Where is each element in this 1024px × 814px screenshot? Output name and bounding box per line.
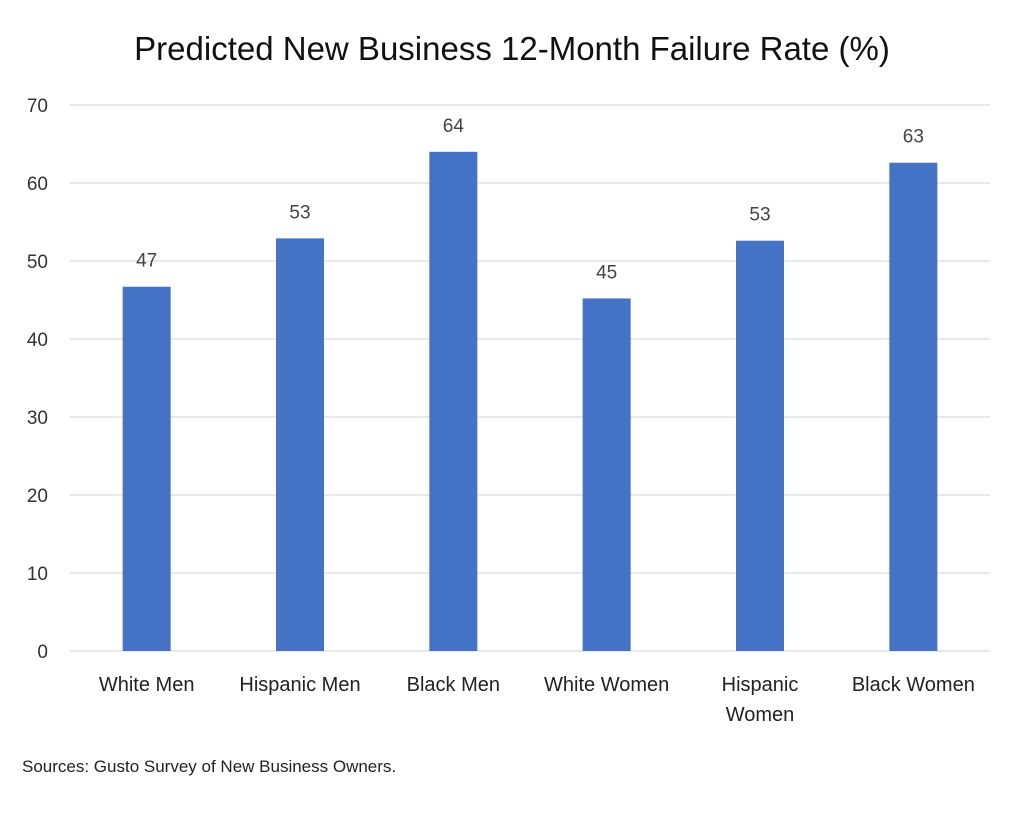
data-label: 53 bbox=[749, 205, 770, 226]
x-category-label: Black Women bbox=[852, 674, 975, 696]
y-tick-label: 20 bbox=[27, 486, 48, 507]
x-category-label-line: Hispanic Men bbox=[239, 674, 360, 696]
x-category-label: Hispanic Men bbox=[239, 674, 360, 696]
y-axis-ticks: 0 10 20 30 40 50 60 70 bbox=[27, 96, 48, 663]
y-tick-label: 60 bbox=[27, 174, 48, 195]
x-category-label: Hispanic Women bbox=[722, 674, 799, 726]
x-category-label-line: White Men bbox=[99, 674, 195, 696]
chart-title: Predicted New Business 12-Month Failure … bbox=[134, 30, 890, 67]
y-tick-label: 50 bbox=[27, 252, 48, 273]
bar bbox=[889, 162, 938, 651]
bar bbox=[276, 238, 324, 651]
data-label: 64 bbox=[443, 116, 465, 137]
x-category-label: Black Men bbox=[407, 674, 500, 696]
y-tick-label: 0 bbox=[37, 642, 48, 663]
bar bbox=[582, 298, 631, 651]
gridlines bbox=[70, 104, 990, 652]
data-label: 47 bbox=[136, 251, 157, 272]
y-tick-label: 70 bbox=[27, 96, 48, 117]
x-category-label: White Men bbox=[99, 674, 195, 696]
data-label: 45 bbox=[596, 262, 617, 283]
y-tick-label: 30 bbox=[27, 408, 48, 429]
x-category-label-line: White Women bbox=[544, 674, 669, 696]
data-label: 63 bbox=[903, 127, 924, 148]
x-axis-categories: White Men Hispanic Men Black Men White Wome… bbox=[99, 674, 975, 726]
bar bbox=[429, 151, 478, 652]
y-tick-label: 40 bbox=[27, 330, 48, 351]
x-category-label-line: Black Women bbox=[852, 674, 975, 696]
x-category-label-line: Hispanic bbox=[722, 674, 799, 696]
data-labels: 47 53 64 45 53 63 bbox=[136, 116, 924, 284]
x-category-label-line: Black Men bbox=[407, 674, 500, 696]
bar bbox=[736, 240, 784, 651]
data-label: 53 bbox=[289, 202, 310, 223]
bar bbox=[122, 286, 171, 651]
bars bbox=[122, 151, 938, 652]
x-category-label-line: Women bbox=[726, 704, 795, 726]
source-note: Sources: Gusto Survey of New Business Ow… bbox=[22, 757, 397, 776]
x-category-label: White Women bbox=[544, 674, 669, 696]
y-tick-label: 10 bbox=[27, 564, 48, 585]
